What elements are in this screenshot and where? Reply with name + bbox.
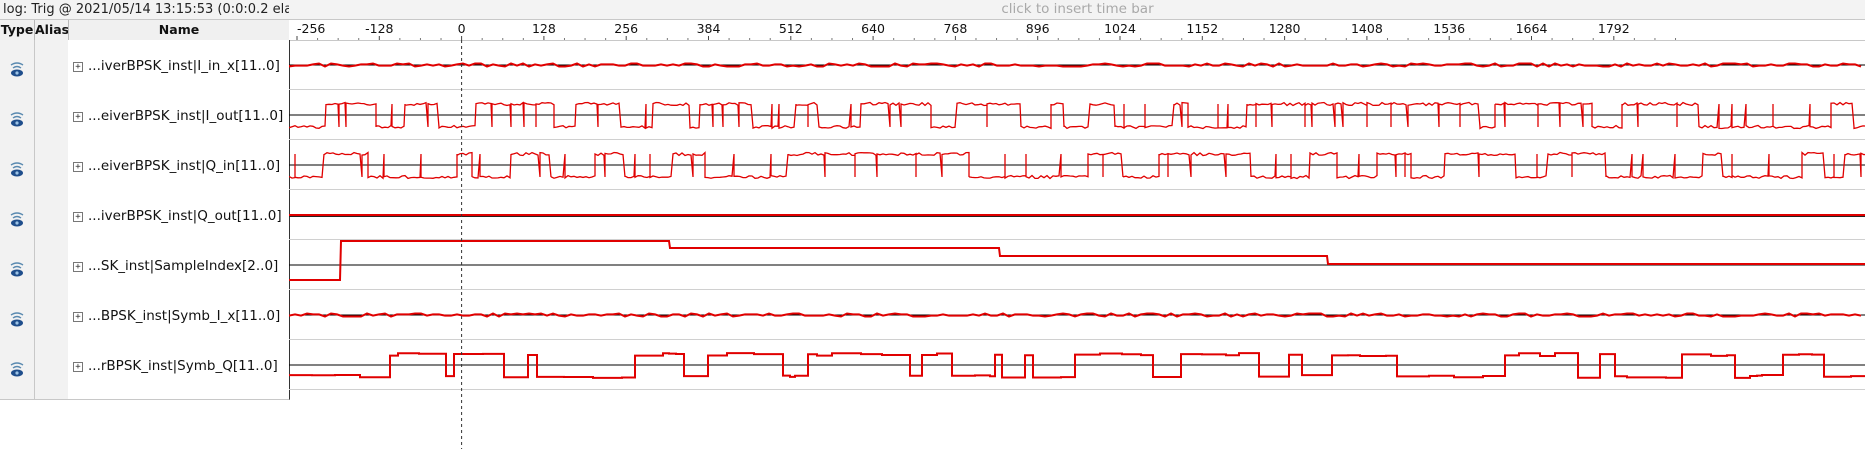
ruler-tick-label: 1152 (1186, 21, 1218, 36)
expand-icon[interactable]: + (73, 312, 83, 322)
signal-name[interactable]: ...SK_inst|SampleIndex[2..0] (88, 258, 279, 274)
ruler-tick-label: 384 (697, 21, 721, 36)
name-cell: + ...rBPSK_inst|Symb_Q[11..0] (68, 340, 290, 400)
waveform-trace (289, 62, 1862, 68)
ruler-tick-label: 1024 (1104, 21, 1136, 36)
expand-icon[interactable]: + (73, 212, 83, 222)
expand-icon[interactable]: + (73, 262, 83, 272)
waveform-area[interactable] (289, 40, 1865, 449)
signal-list: + ...iverBPSK_inst|I_in_x[11..0] + ...ei… (0, 40, 290, 449)
waveform-trace (289, 240, 1865, 281)
signal-name[interactable]: ...eiverBPSK_inst|I_out[11..0] (88, 108, 284, 124)
signal-row[interactable]: + ...rBPSK_inst|Symb_Q[11..0] (0, 340, 290, 400)
ruler-ticks: -256 -128 0 128 256 384 512 640 768 896 1024 1152 12… (296, 21, 1677, 40)
signal-name[interactable]: ...rBPSK_inst|Symb_Q[11..0] (88, 358, 278, 374)
ruler-tick-label: 128 (532, 21, 556, 36)
expand-icon[interactable]: + (73, 62, 83, 72)
waveform-trace (289, 151, 1865, 180)
ruler-tick-label: 0 (458, 21, 466, 36)
alias-cell (34, 340, 69, 400)
signal-tap-node-icon (10, 362, 24, 377)
column-type[interactable]: Type (0, 22, 34, 37)
signal-tap-node-icon (10, 112, 24, 127)
time-ruler[interactable]: -256 -128 0 128 256 384 512 640 768 896 1024 1152 12… (289, 20, 1865, 41)
signal-name[interactable]: ...eiverBPSK_inst|Q_in[11..0] (88, 158, 281, 174)
log-bar: log: Trig @ 2021/05/14 13:15:53 (0:0:0.2… (0, 0, 1865, 20)
ruler-tick-label: 512 (779, 21, 803, 36)
expand-icon[interactable]: + (73, 112, 83, 122)
insert-time-bar-hint[interactable]: click to insert time bar (1001, 1, 1154, 17)
waveform-trace (289, 312, 1862, 318)
ruler-tick-label: 768 (943, 21, 967, 36)
signal-tap-node-icon (10, 262, 24, 277)
ruler-tick-label: 1664 (1516, 21, 1548, 36)
type-cell (0, 340, 34, 400)
column-name[interactable]: Name (158, 22, 200, 37)
ruler-tick-label: 1792 (1598, 21, 1630, 36)
expand-icon[interactable]: + (73, 162, 83, 172)
ruler-tick-label: 256 (614, 21, 638, 36)
ruler-tick-label: -128 (365, 21, 393, 36)
waveform-trace (289, 352, 1865, 379)
column-header: Type Alias Name (0, 20, 290, 41)
signal-name[interactable]: ...iverBPSK_inst|I_in_x[11..0] (88, 58, 280, 74)
signal-tap-node-icon (10, 62, 24, 77)
signal-name[interactable]: ...BPSK_inst|Symb_I_x[11..0] (88, 308, 281, 324)
ruler-tick-label: 1536 (1433, 21, 1465, 36)
ruler-tick-label: 1408 (1351, 21, 1383, 36)
ruler-tick-label: 640 (861, 21, 885, 36)
waveform-canvas[interactable] (289, 40, 1865, 449)
ruler-tick-label: 1280 (1269, 21, 1301, 36)
signal-name[interactable]: ...iverBPSK_inst|Q_out[11..0] (88, 208, 282, 224)
log-trigger-info: log: Trig @ 2021/05/14 13:15:53 (0:0:0.2… (3, 2, 289, 17)
signal-tap-node-icon (10, 312, 24, 327)
ruler-tick-label: 896 (1026, 21, 1050, 36)
expand-icon[interactable]: + (73, 362, 83, 372)
waveform-trace (289, 101, 1865, 130)
signal-tap-node-icon (10, 212, 24, 227)
ruler-tick-label: -256 (297, 21, 325, 36)
column-alias[interactable]: Alias (35, 22, 70, 37)
signal-tap-node-icon (10, 162, 24, 177)
